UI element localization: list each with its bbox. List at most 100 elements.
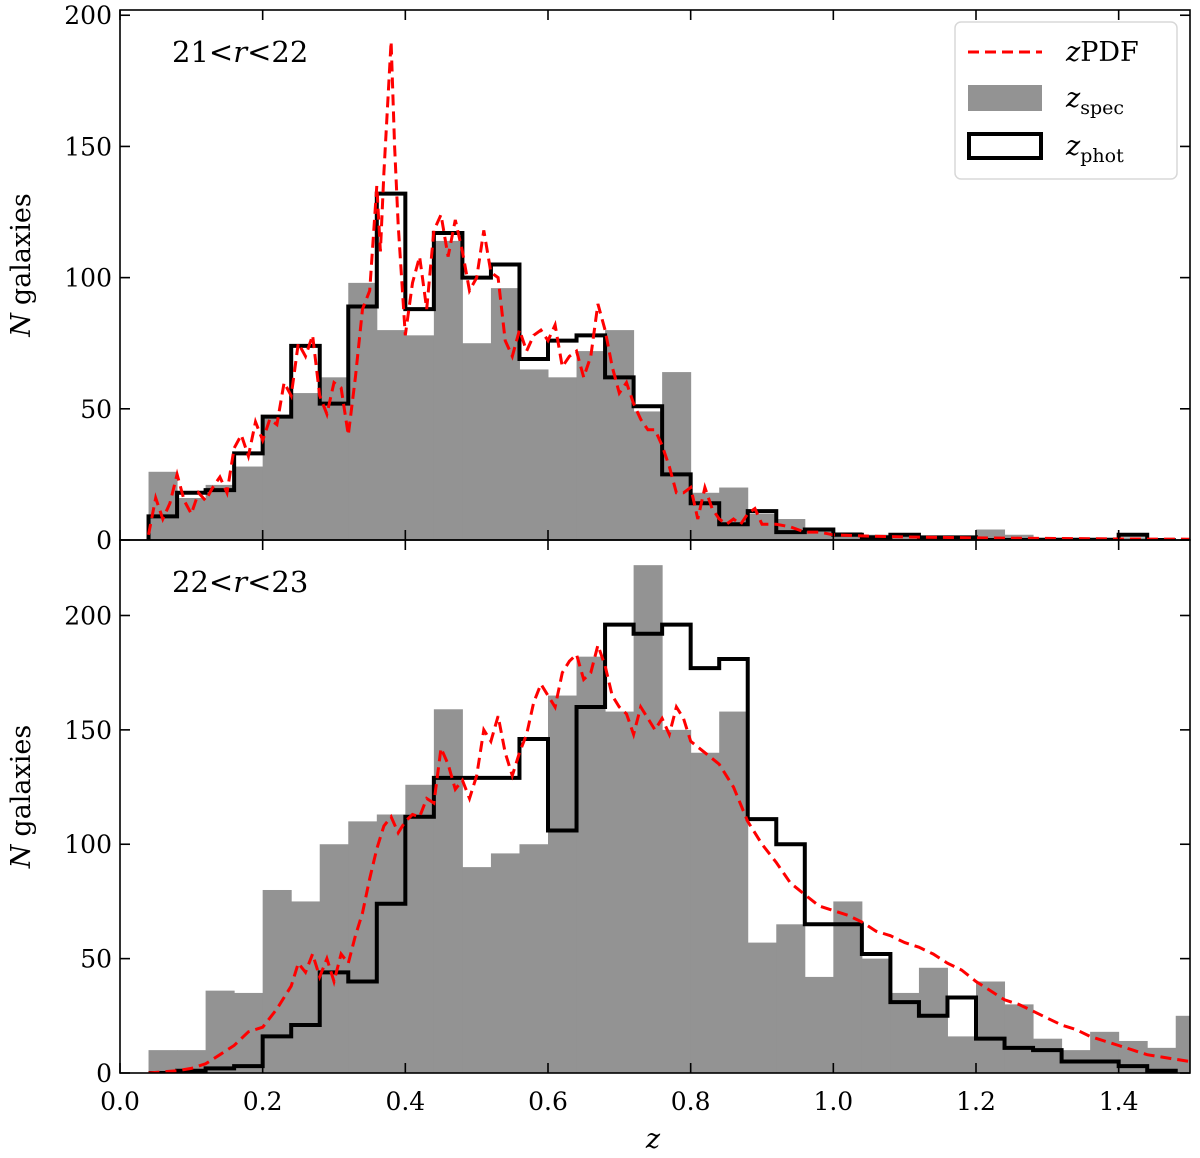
y-tick-label: 50 <box>80 945 112 974</box>
zspec-bar <box>747 513 777 540</box>
zspec-bar <box>490 288 520 540</box>
zspec-bar <box>690 752 720 1073</box>
legend-sub: phot <box>1080 145 1124 167</box>
zspec-bar <box>662 729 692 1073</box>
legend-z: z <box>1065 83 1081 114</box>
zspec-bar <box>719 487 749 540</box>
panel-label: 21<r<22 <box>172 35 308 69</box>
panel-top: 0 50 100 150 200 21<r<22 <box>64 1 1191 555</box>
zspec-bar <box>633 411 663 540</box>
y-axis-label-n: N <box>6 312 37 338</box>
zphot-histogram <box>146 191 1176 540</box>
zspec-bar <box>1090 1031 1120 1073</box>
zspec-bar <box>576 656 606 1073</box>
zspec-bar <box>747 942 777 1073</box>
x-tick-label: 1.0 <box>813 1087 853 1116</box>
x-tick-label: 1.2 <box>956 1087 996 1116</box>
zspec-bar <box>205 990 235 1073</box>
zspec-bar <box>291 393 321 540</box>
zspec-bar <box>947 1036 977 1073</box>
axes-frame <box>119 539 1191 1074</box>
zspec-bar <box>548 695 578 1073</box>
panel-label-lower: 22< <box>172 565 233 599</box>
zspec-bar <box>633 565 663 1073</box>
zspec-bar <box>976 981 1006 1073</box>
legend-z: z <box>1065 131 1081 162</box>
y-tick-label: 150 <box>64 716 112 745</box>
zspec-bar <box>462 343 492 540</box>
y-axis-label: Ngalaxies <box>6 725 37 869</box>
plot-area <box>146 41 1190 540</box>
zspec-bar <box>376 330 406 540</box>
zspec-bar <box>1004 1004 1034 1073</box>
zspec-bar <box>1033 1038 1063 1073</box>
zspec-bar <box>177 498 207 540</box>
zspec-bar <box>776 924 806 1073</box>
zspec-bar <box>262 889 292 1073</box>
y-tick-label: 100 <box>64 264 112 293</box>
zspec-bar <box>890 992 920 1073</box>
x-axis-label: z <box>645 1124 661 1155</box>
zphot-histogram <box>148 622 1178 1073</box>
legend-box <box>954 21 1178 180</box>
legend-main: PDF <box>1080 37 1139 68</box>
zspec-bar <box>833 901 863 1073</box>
legend-label-zspec: zspec <box>1065 83 1124 119</box>
zspec-bar <box>519 369 549 540</box>
legend-sub: spec <box>1080 97 1124 119</box>
zspec-bar <box>804 976 834 1073</box>
y-axis-label-n: N <box>6 843 37 869</box>
zspec-bar <box>433 240 463 540</box>
zspec-bar <box>690 492 720 540</box>
y-tick-label: 200 <box>64 1 112 30</box>
zspec-bar <box>376 814 406 1073</box>
zspec-bar <box>861 958 891 1073</box>
zspec-bar <box>405 784 435 1073</box>
zspec-bar <box>490 853 520 1073</box>
legend-label-zpdf: zPDF <box>1065 37 1139 68</box>
x-tick-label: 0.0 <box>100 1087 140 1116</box>
x-tick-label: 1.4 <box>1099 1087 1139 1116</box>
y-tick-label: 150 <box>64 132 112 161</box>
legend-zspec-swatch <box>968 85 1042 111</box>
zspec-bar <box>1175 1015 1190 1073</box>
zspec-bar <box>291 901 321 1073</box>
zspec-bar <box>548 377 578 540</box>
plot-area <box>148 565 1190 1073</box>
zspec-bar <box>234 466 264 540</box>
zpdf-line <box>148 640 1190 1073</box>
x-tick-label: 0.8 <box>671 1087 711 1116</box>
x-tick-label: 0.6 <box>528 1087 568 1116</box>
y-tick-label: 200 <box>64 601 112 630</box>
y-tick-label: 0 <box>96 526 112 555</box>
zspec-bar <box>1118 1040 1148 1073</box>
x-tick-label: 0.2 <box>243 1087 283 1116</box>
zspec-bar <box>719 711 749 1073</box>
panel-label-upper: <23 <box>247 565 308 599</box>
x-axis: 0.0 0.2 0.4 0.6 0.8 1.0 1.2 1.4 z <box>100 1087 1138 1155</box>
zspec-bar <box>605 711 635 1073</box>
legend-label-zphot: zphot <box>1065 131 1124 167</box>
zspec-bar <box>918 967 948 1073</box>
zspec-bar <box>605 330 635 540</box>
y-axis-label-text: galaxies <box>6 725 37 837</box>
zspec-bar <box>177 1050 207 1073</box>
zspec-bar <box>262 416 292 540</box>
panel-label-var: r <box>233 35 249 69</box>
legend-z: z <box>1065 37 1081 68</box>
y-tick-label: 0 <box>96 1059 112 1088</box>
zspec-bar <box>148 471 178 540</box>
panel-label-var: r <box>233 565 249 599</box>
zspec-bar <box>433 709 463 1073</box>
y-tick-label: 50 <box>80 395 112 424</box>
zspec-bar <box>804 529 834 540</box>
y-axis-label-text: galaxies <box>6 193 37 305</box>
zspec-bar <box>890 534 920 540</box>
zspec-bar <box>462 867 492 1073</box>
legend-zphot-swatch <box>967 132 1043 160</box>
zspec-bar <box>976 529 1006 540</box>
zspec-bar <box>519 844 549 1073</box>
panel-bottom: 0 50 100 150 200 22<r<23 <box>64 539 1191 1088</box>
